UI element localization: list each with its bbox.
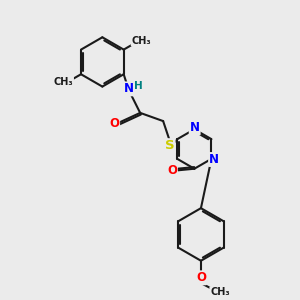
Text: N: N — [124, 82, 134, 95]
Text: CH₃: CH₃ — [131, 36, 151, 46]
Text: S: S — [165, 139, 175, 152]
Text: H: H — [134, 81, 143, 91]
Text: O: O — [109, 117, 119, 130]
Text: CH₃: CH₃ — [210, 287, 230, 297]
Text: CH₃: CH₃ — [53, 77, 73, 88]
Text: O: O — [196, 271, 206, 284]
Text: O: O — [167, 164, 177, 177]
Text: N: N — [209, 153, 219, 166]
Text: N: N — [190, 122, 200, 134]
